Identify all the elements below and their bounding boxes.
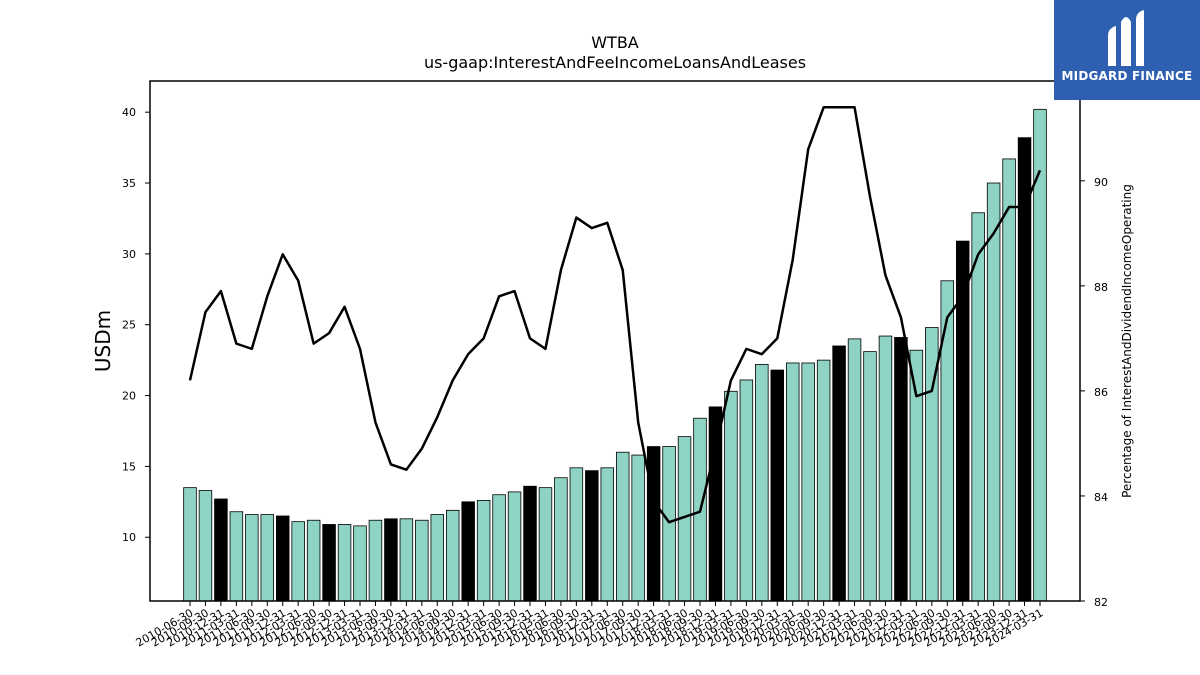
bar xyxy=(600,467,615,602)
y-tick-label: 30 xyxy=(122,248,136,261)
y2-axis-label: Percentage of InterestAndDividendIncomeO… xyxy=(1120,184,1134,498)
bar xyxy=(662,446,676,602)
bar xyxy=(894,337,908,602)
x-axis: 2010-06-302010-09-302010-12-312011-03-31… xyxy=(134,601,1046,650)
bar xyxy=(538,487,553,602)
y-tick-label: 15 xyxy=(122,460,136,473)
bar xyxy=(507,491,522,602)
bar xyxy=(415,519,429,602)
y-tick-label: 10 xyxy=(122,531,136,544)
y-tick-label: 40 xyxy=(122,106,136,119)
bar xyxy=(739,379,754,602)
bar xyxy=(337,524,352,602)
y2-tick-label: 90 xyxy=(1094,176,1108,189)
bar xyxy=(816,359,831,602)
bar xyxy=(492,494,506,602)
bar xyxy=(801,362,815,602)
y2-tick-label: 82 xyxy=(1094,596,1108,609)
bar xyxy=(770,369,785,602)
y2-tick-label: 84 xyxy=(1094,491,1108,504)
bar-series xyxy=(183,108,1047,602)
chart-subtitle: us-gaap:InterestAndFeeIncomeLoansAndLeas… xyxy=(424,53,806,72)
bar xyxy=(832,345,846,602)
bar xyxy=(306,519,321,602)
bar xyxy=(631,454,645,602)
bar xyxy=(755,363,769,602)
left-y-axis: 10 15 20 25 30 35 40 xyxy=(122,106,150,544)
bar xyxy=(615,451,630,602)
bar xyxy=(384,518,398,602)
bar xyxy=(863,351,877,602)
bar xyxy=(847,338,862,602)
bar xyxy=(430,514,445,602)
bar xyxy=(275,515,290,602)
y-tick-label: 25 xyxy=(122,319,136,332)
bar xyxy=(183,487,197,602)
y-tick-label: 20 xyxy=(122,390,136,403)
bar xyxy=(245,514,259,602)
bar xyxy=(708,406,723,602)
bar xyxy=(569,467,584,602)
y-tick-label: 35 xyxy=(122,177,136,190)
bar xyxy=(214,498,228,602)
bar xyxy=(724,390,738,602)
bar xyxy=(461,501,475,602)
bar xyxy=(445,509,460,602)
bar xyxy=(523,485,537,602)
bar xyxy=(1002,158,1016,602)
bar xyxy=(940,280,955,602)
line-series-group xyxy=(188,106,1042,524)
bar xyxy=(399,518,414,602)
bar xyxy=(554,477,568,602)
bar xyxy=(585,470,599,602)
logo-text: MIDGARD FINANCE xyxy=(1061,69,1193,83)
bar xyxy=(986,182,1001,602)
midgard-logo-icon xyxy=(1108,10,1144,66)
bar xyxy=(198,490,213,602)
plot-frame xyxy=(149,80,1081,602)
bar xyxy=(878,335,893,602)
bar xyxy=(476,500,491,602)
bar xyxy=(971,212,985,602)
y-axis-label: USDm xyxy=(91,310,115,372)
bar xyxy=(368,519,383,602)
bar xyxy=(260,514,275,602)
bar xyxy=(909,349,924,602)
logo-badge: MIDGARD FINANCE xyxy=(1054,0,1200,100)
chart-title: WTBA xyxy=(591,33,639,52)
bar xyxy=(646,446,661,602)
bar xyxy=(291,521,305,602)
bar xyxy=(229,511,244,602)
y2-tick-label: 88 xyxy=(1094,281,1108,294)
bar xyxy=(785,362,800,602)
right-y-axis: 82 84 86 88 90 xyxy=(1080,176,1108,609)
line-series xyxy=(188,106,1042,524)
bar xyxy=(322,524,336,602)
bar xyxy=(353,525,367,602)
y2-tick-label: 86 xyxy=(1094,386,1108,399)
